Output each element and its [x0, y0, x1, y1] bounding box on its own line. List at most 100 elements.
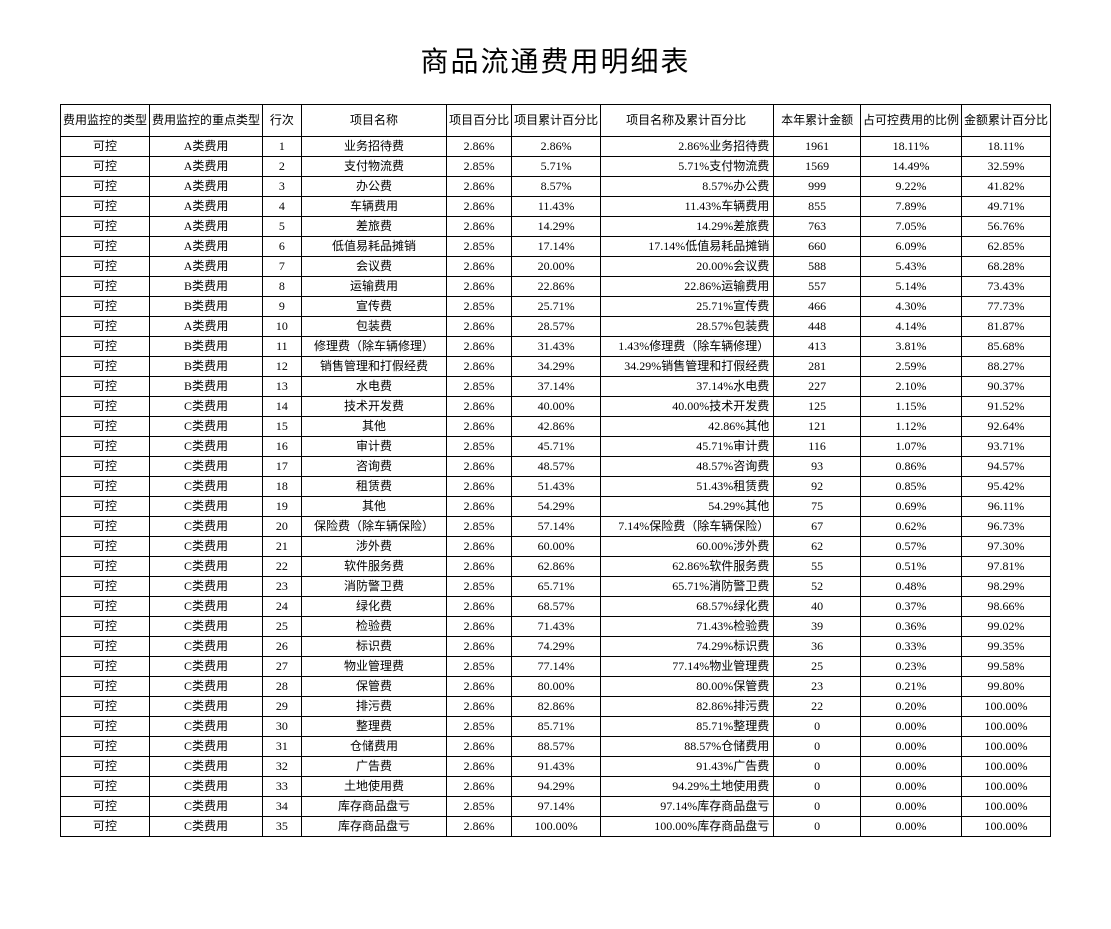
table-cell: B类费用 [150, 357, 263, 377]
table-cell: 库存商品盘亏 [301, 797, 446, 817]
table-cell: 22.86%运输费用 [601, 277, 774, 297]
table-cell: 0.57% [860, 537, 961, 557]
table-cell: 93.71% [961, 437, 1050, 457]
table-cell: 22 [263, 557, 302, 577]
table-cell: 广告费 [301, 757, 446, 777]
table-row: 可控B类费用9宣传费2.85%25.71%25.71%宣传费4664.30%77… [61, 297, 1051, 317]
table-cell: 2.86% [447, 477, 512, 497]
table-cell: C类费用 [150, 617, 263, 637]
table-row: 可控B类费用12销售管理和打假经费2.86%34.29%34.29%销售管理和打… [61, 357, 1051, 377]
table-cell: 34 [263, 797, 302, 817]
table-cell: 1.12% [860, 417, 961, 437]
table-row: 可控C类费用29排污费2.86%82.86%82.86%排污费220.20%10… [61, 697, 1051, 717]
table-cell: 11.43%车辆费用 [601, 197, 774, 217]
table-cell: 57.14% [512, 517, 601, 537]
table-row: 可控C类费用19其他2.86%54.29%54.29%其他750.69%96.1… [61, 497, 1051, 517]
table-cell: 91.52% [961, 397, 1050, 417]
table-cell: 18.11% [961, 137, 1050, 157]
table-cell: C类费用 [150, 397, 263, 417]
table-row: 可控C类费用35库存商品盘亏2.86%100.00%100.00%库存商品盘亏0… [61, 817, 1051, 837]
table-cell: 0.21% [860, 677, 961, 697]
table-cell: 40.00%技术开发费 [601, 397, 774, 417]
table-row: 可控B类费用8运输费用2.86%22.86%22.86%运输费用5575.14%… [61, 277, 1051, 297]
table-cell: 28 [263, 677, 302, 697]
table-cell: 涉外费 [301, 537, 446, 557]
table-header-row: 费用监控的类型 费用监控的重点类型 行次 项目名称 项目百分比 项目累计百分比 … [61, 105, 1051, 137]
table-cell: 可控 [61, 577, 150, 597]
table-cell: 可控 [61, 337, 150, 357]
table-cell: C类费用 [150, 557, 263, 577]
table-cell: 763 [774, 217, 861, 237]
table-cell: 99.58% [961, 657, 1050, 677]
table-row: 可控A类费用7会议费2.86%20.00%20.00%会议费5885.43%68… [61, 257, 1051, 277]
table-cell: 可控 [61, 757, 150, 777]
table-cell: 消防警卫费 [301, 577, 446, 597]
table-cell: 2.85% [447, 377, 512, 397]
table-cell: 100.00% [961, 817, 1050, 837]
table-row: 可控C类费用24绿化费2.86%68.57%68.57%绿化费400.37%98… [61, 597, 1051, 617]
table-cell: 0.69% [860, 497, 961, 517]
table-cell: 可控 [61, 257, 150, 277]
table-cell: 49.71% [961, 197, 1050, 217]
table-cell: 2.86% [512, 137, 601, 157]
table-cell: 保险费（除车辆保险） [301, 517, 446, 537]
table-cell: 74.29%标识费 [601, 637, 774, 657]
table-cell: 可控 [61, 737, 150, 757]
table-cell: 其他 [301, 417, 446, 437]
table-cell: 6.09% [860, 237, 961, 257]
table-cell: 可控 [61, 617, 150, 637]
table-cell: 可控 [61, 217, 150, 237]
table-cell: 54.29%其他 [601, 497, 774, 517]
table-cell: 可控 [61, 537, 150, 557]
table-cell: 71.43% [512, 617, 601, 637]
table-cell: 88.27% [961, 357, 1050, 377]
table-row: 可控B类费用13水电费2.85%37.14%37.14%水电费2272.10%9… [61, 377, 1051, 397]
table-cell: 97.30% [961, 537, 1050, 557]
table-cell: 0.23% [860, 657, 961, 677]
table-cell: 100.00% [961, 737, 1050, 757]
table-cell: C类费用 [150, 417, 263, 437]
table-cell: 60.00% [512, 537, 601, 557]
table-cell: 68.28% [961, 257, 1050, 277]
table-cell: 94.29% [512, 777, 601, 797]
table-cell: 4.30% [860, 297, 961, 317]
table-cell: 81.87% [961, 317, 1050, 337]
table-cell: 2.86% [447, 557, 512, 577]
table-cell: 可控 [61, 817, 150, 837]
table-row: 可控C类费用16审计费2.85%45.71%45.71%审计费1161.07%9… [61, 437, 1051, 457]
table-cell: 100.00%库存商品盘亏 [601, 817, 774, 837]
table-row: 可控B类费用11修理费（除车辆修理）2.86%31.43%1.43%修理费（除车… [61, 337, 1051, 357]
table-cell: 19 [263, 497, 302, 517]
table-cell: 6 [263, 237, 302, 257]
table-cell: C类费用 [150, 817, 263, 837]
table-row: 可控C类费用15其他2.86%42.86%42.86%其他1211.12%92.… [61, 417, 1051, 437]
table-cell: C类费用 [150, 677, 263, 697]
table-cell: 2.59% [860, 357, 961, 377]
table-cell: 34.29%销售管理和打假经费 [601, 357, 774, 377]
table-cell: 92.64% [961, 417, 1050, 437]
table-cell: 2.85% [447, 577, 512, 597]
table-row: 可控A类费用2支付物流费2.85%5.71%5.71%支付物流费156914.4… [61, 157, 1051, 177]
header-item-cum-pct: 项目累计百分比 [512, 105, 601, 137]
table-cell: B类费用 [150, 377, 263, 397]
table-cell: 448 [774, 317, 861, 337]
table-cell: 可控 [61, 657, 150, 677]
table-cell: 4 [263, 197, 302, 217]
table-cell: 40 [774, 597, 861, 617]
table-cell: 车辆费用 [301, 197, 446, 217]
table-cell: 7.89% [860, 197, 961, 217]
table-cell: 5.43% [860, 257, 961, 277]
table-cell: 整理费 [301, 717, 446, 737]
table-cell: 9.22% [860, 177, 961, 197]
table-row: 可控C类费用23消防警卫费2.85%65.71%65.71%消防警卫费520.4… [61, 577, 1051, 597]
table-cell: 审计费 [301, 437, 446, 457]
table-cell: 80.00%保管费 [601, 677, 774, 697]
table-cell: 1 [263, 137, 302, 157]
table-cell: 1.43%修理费（除车辆修理） [601, 337, 774, 357]
table-cell: 1569 [774, 157, 861, 177]
table-cell: 90.37% [961, 377, 1050, 397]
table-cell: A类费用 [150, 237, 263, 257]
table-cell: 3.81% [860, 337, 961, 357]
table-cell: 2.86% [447, 417, 512, 437]
table-cell: B类费用 [150, 337, 263, 357]
